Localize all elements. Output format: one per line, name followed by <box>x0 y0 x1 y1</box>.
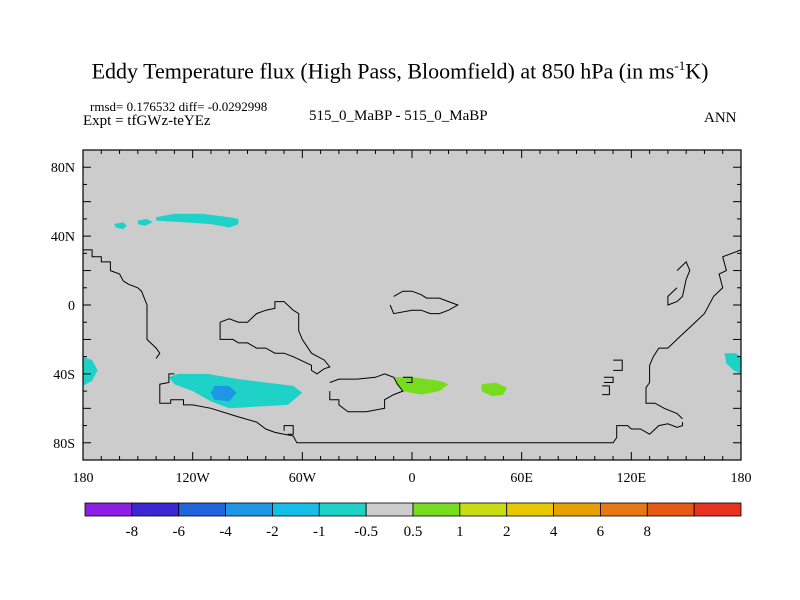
coastline-11 <box>603 376 614 383</box>
colorbar-label: -6 <box>172 524 185 540</box>
x-tick-label: 0 <box>409 471 416 486</box>
coastline-5 <box>329 373 404 413</box>
coastline-6 <box>389 290 459 315</box>
x-axis: 180 120W 60W 0 60E 120E 180 <box>73 150 752 486</box>
coastline-3 <box>283 425 294 435</box>
anomaly-region-6 <box>83 356 98 386</box>
stats-label: rmsd= 0.176532 diff= -0.0292998 <box>90 99 268 114</box>
coastline-12 <box>602 385 610 396</box>
period-label: ANN <box>704 110 737 126</box>
colorbar: -8 -6 -4 -2 -1 -0.5 0.5 1 2 4 6 8 <box>84 502 742 540</box>
coastline-10 <box>613 359 623 371</box>
coastline-2 <box>159 373 683 444</box>
colorbar-swatch <box>646 502 695 517</box>
colorbar-label: -2 <box>266 524 279 540</box>
coastlines <box>83 249 742 444</box>
y-tick-label: 80N <box>51 161 75 176</box>
y-tick-label: 40S <box>53 368 75 383</box>
coastline-8 <box>667 261 691 306</box>
colorbar-label: 4 <box>550 524 558 540</box>
difference-label: 515_0_MaBP - 515_0_MaBP <box>309 108 488 124</box>
colorbar-swatch <box>225 502 273 517</box>
colorbar-swatch <box>178 502 226 517</box>
colorbar-label: -0.5 <box>354 524 378 540</box>
colorbar-label: 1 <box>456 524 464 540</box>
colorbar-label: -1 <box>313 524 326 540</box>
experiment-label: Expt = tfGWz-teYEz <box>83 113 211 129</box>
coastline-1 <box>83 249 161 359</box>
anomaly-region-9 <box>481 382 507 397</box>
colorbar-swatch <box>318 502 367 517</box>
anomaly-region-3 <box>137 218 153 226</box>
colorbar-swatch <box>600 502 648 517</box>
colorbar-label: 6 <box>597 524 605 540</box>
colorbar-swatch <box>693 502 742 517</box>
x-tick-label: 120E <box>617 471 647 486</box>
anomaly-region-4 <box>168 373 303 409</box>
colorbar-swatch <box>365 502 414 517</box>
colorbar-label: 8 <box>644 524 652 540</box>
anomaly-region-5 <box>210 385 237 402</box>
colorbar-swatch <box>459 502 508 517</box>
y-tick-label: 0 <box>68 299 75 314</box>
colorbar-swatch <box>506 502 554 517</box>
colorbar-label: -4 <box>219 524 232 540</box>
anomaly-regions <box>83 213 741 409</box>
chart-title: Eddy Temperature flux (High Pass, Bloomf… <box>91 58 709 84</box>
x-tick-label: 60W <box>289 471 317 486</box>
x-tick-label: 180 <box>731 471 752 486</box>
y-tick-label: 80S <box>53 437 75 452</box>
x-tick-label: 120W <box>176 471 211 486</box>
colorbar-swatch <box>84 502 133 517</box>
colorbar-swatch <box>412 502 461 517</box>
colorbar-label: 0.5 <box>404 524 423 540</box>
x-tick-label: 180 <box>73 471 94 486</box>
colorbar-label: -8 <box>126 524 139 540</box>
anomaly-region-1 <box>156 213 239 228</box>
colorbar-swatch <box>272 502 320 517</box>
coastline-4 <box>219 301 331 375</box>
x-tick-label: 60E <box>510 471 533 486</box>
y-tick-label: 40N <box>51 230 75 245</box>
anomaly-region-7 <box>724 353 741 374</box>
colorbar-label: 2 <box>503 524 511 540</box>
coastline-9 <box>645 249 742 420</box>
anomaly-region-8 <box>393 377 449 395</box>
y-axis: 80N 40N 0 40S 80S <box>51 149 741 461</box>
anomaly-region-2 <box>114 222 127 230</box>
colorbar-swatch <box>131 502 180 517</box>
map-background <box>83 150 741 460</box>
colorbar-swatch <box>553 502 601 517</box>
coastline-7 <box>402 376 413 383</box>
